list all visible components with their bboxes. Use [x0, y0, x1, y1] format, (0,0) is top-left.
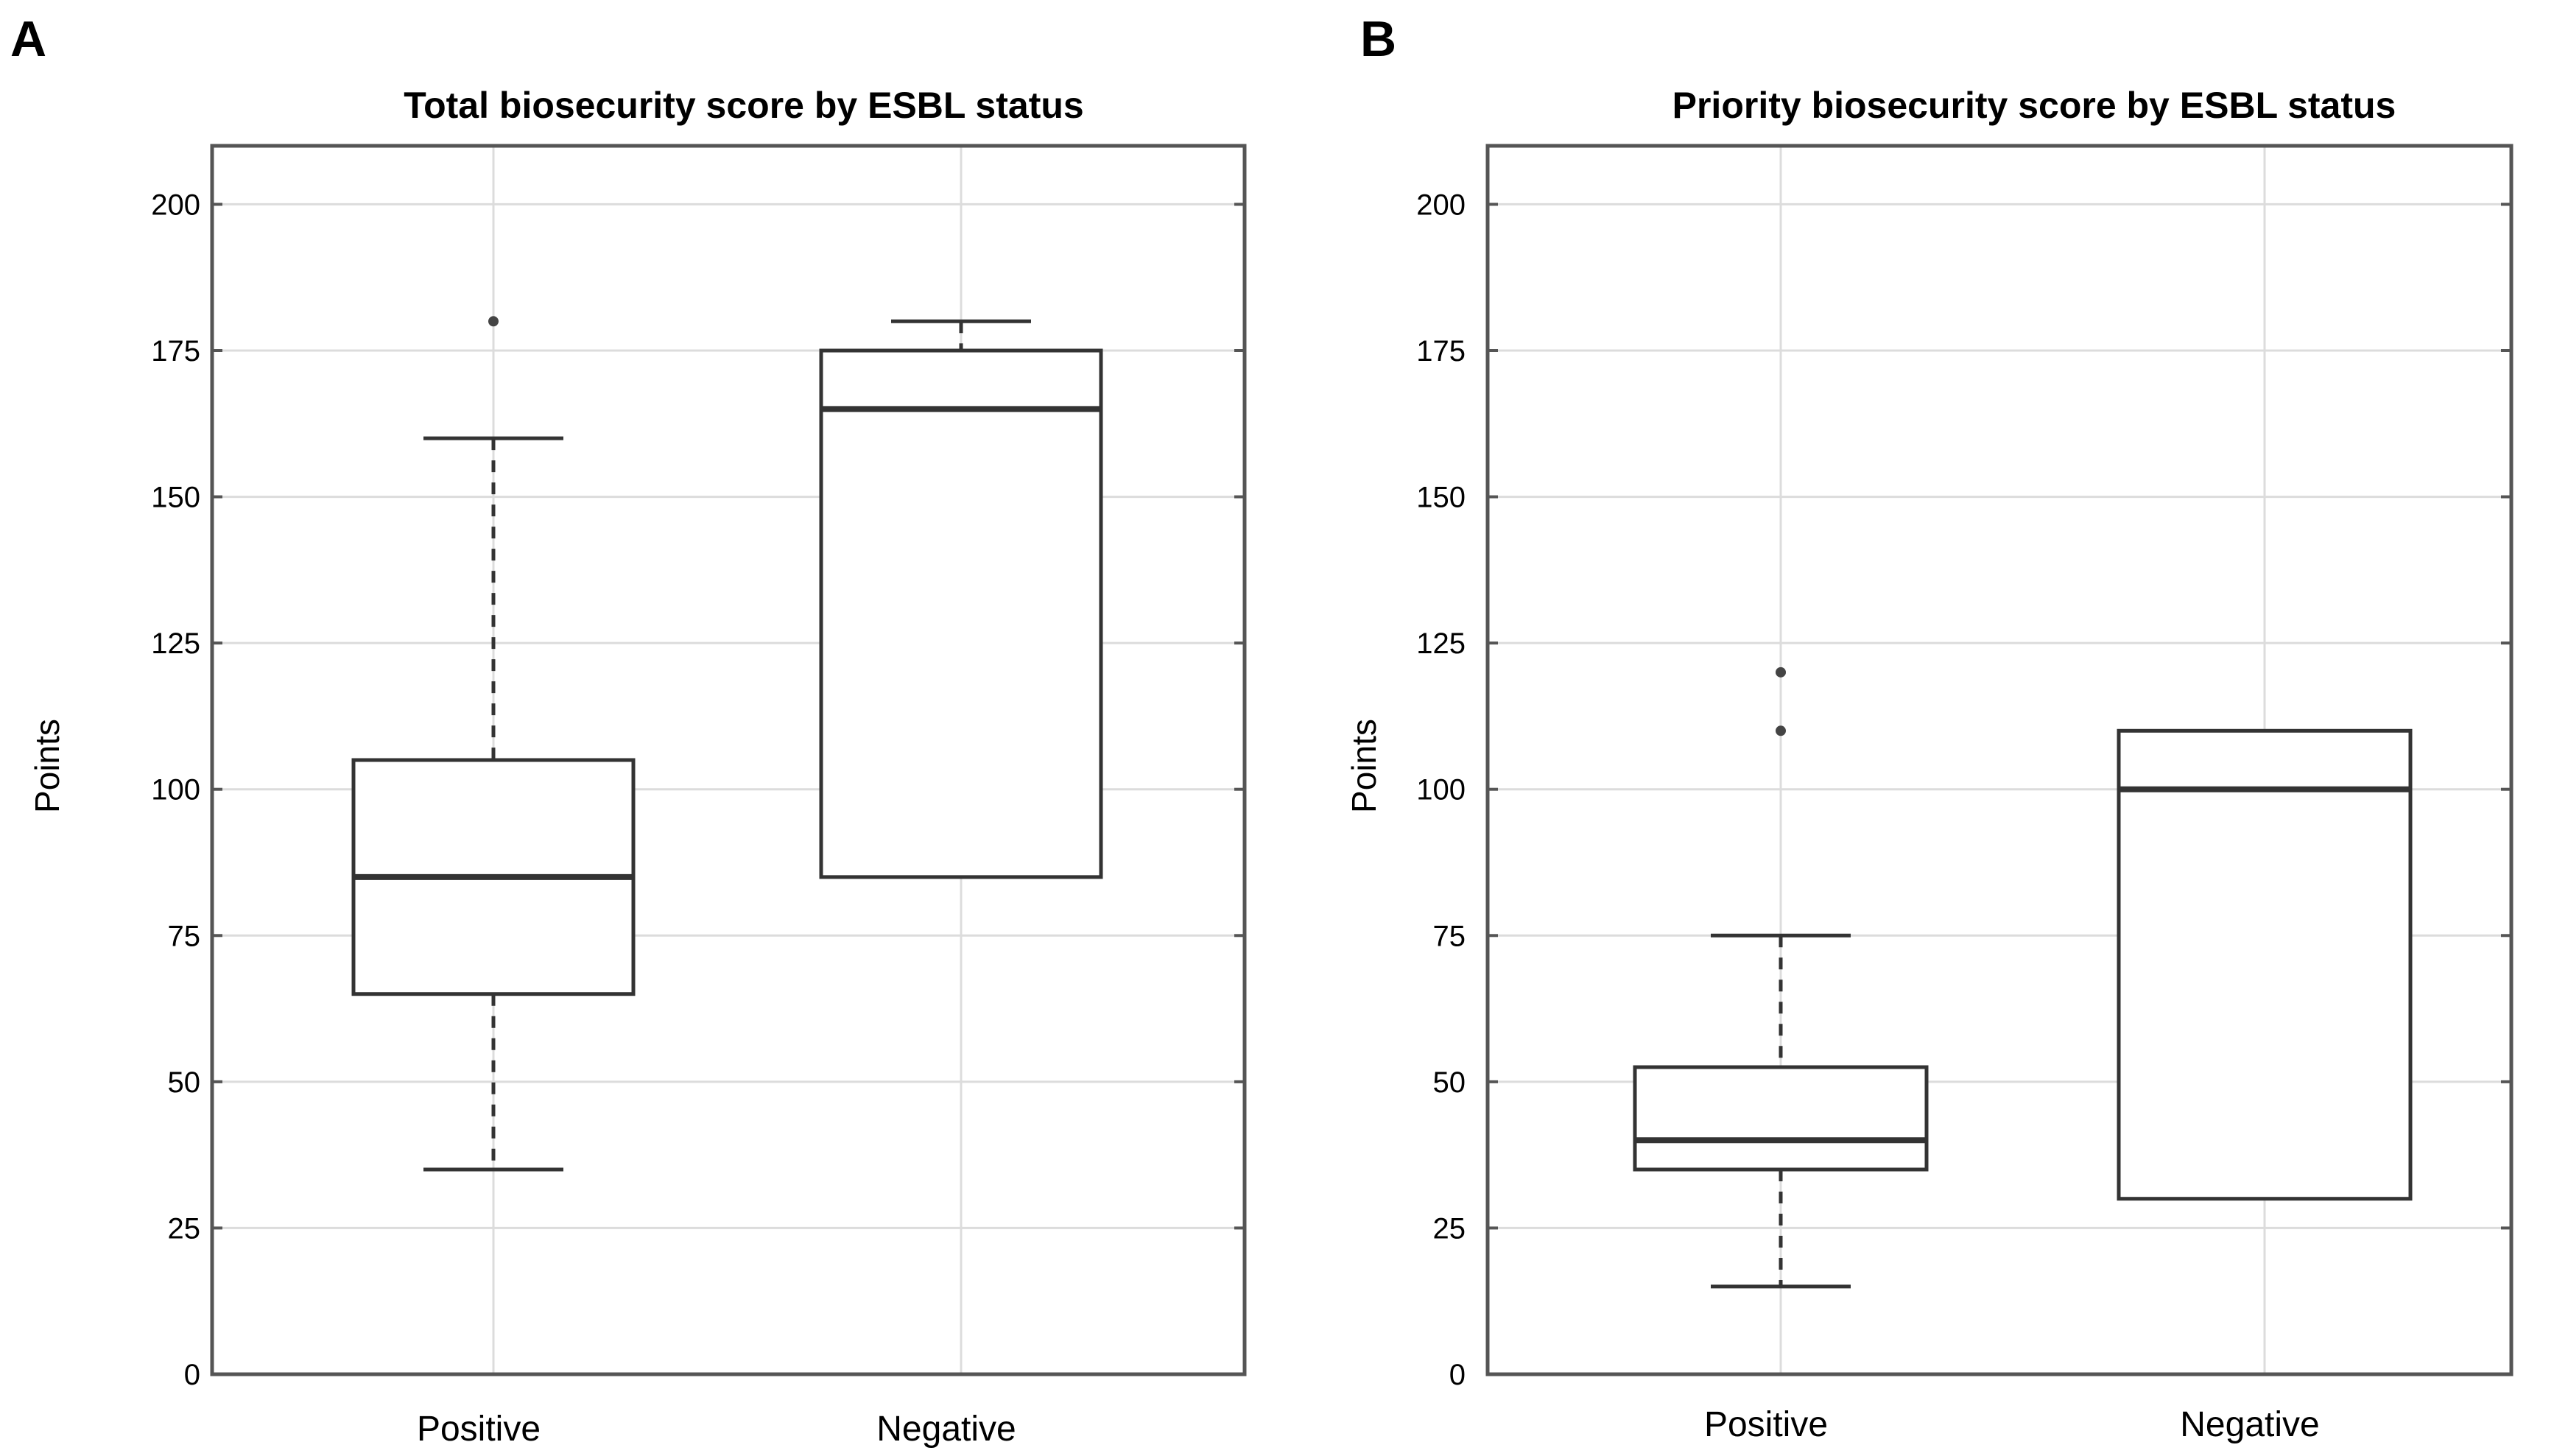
y-tick-label: 175 — [1416, 335, 1466, 367]
y-tick-label: 75 — [1433, 920, 1466, 952]
plot-frame — [1485, 144, 2514, 1376]
panel-label: A — [10, 11, 46, 67]
y-tick-label: 100 — [151, 774, 200, 806]
chart-panel-b: B Priority biosecurity score by ESBL stat… — [1345, 11, 2514, 1444]
y-tick-label: 25 — [1433, 1212, 1466, 1245]
x-category-label: Negative — [2180, 1405, 2319, 1444]
y-tick-label: 50 — [168, 1066, 201, 1099]
panel-label: B — [1360, 11, 1396, 67]
y-tick-label: 75 — [168, 920, 201, 952]
box-negative — [819, 319, 1103, 879]
x-category-label: Positive — [1704, 1405, 1828, 1444]
iqr-box — [1633, 1065, 1929, 1172]
box-positive — [351, 316, 636, 1172]
x-category-label: Positive — [417, 1410, 541, 1449]
outlier-point — [488, 316, 499, 327]
iqr-box — [819, 348, 1103, 879]
y-tick-label: 100 — [1416, 774, 1466, 806]
y-tick-label: 200 — [151, 189, 200, 221]
chart-panel-a: A Total biosecurity score by ESBL status 0… — [10, 11, 1247, 1449]
outlier-point — [1776, 725, 1786, 736]
outlier-point — [1776, 667, 1786, 678]
plot-frame — [210, 144, 1247, 1376]
y-tick-label: 0 — [184, 1359, 200, 1391]
y-axis-label: Points — [28, 719, 66, 813]
box-negative — [2117, 728, 2413, 1201]
y-tick-label: 125 — [151, 627, 200, 660]
y-tick-label: 25 — [168, 1212, 201, 1245]
y-tick-label: 0 — [1449, 1359, 1466, 1391]
iqr-box — [2117, 728, 2413, 1201]
y-axis-label: Points — [1345, 719, 1383, 813]
y-tick-label: 50 — [1433, 1066, 1466, 1099]
chart-title: Total biosecurity score by ESBL status — [404, 85, 1083, 126]
y-tick-label: 175 — [151, 335, 200, 367]
y-tick-label: 125 — [1416, 627, 1466, 660]
y-tick-label: 150 — [1416, 482, 1466, 514]
box-positive — [1633, 667, 1929, 1289]
chart-title: Priority biosecurity score by ESBL statu… — [1672, 85, 2396, 126]
y-tick-label: 200 — [1416, 189, 1466, 221]
y-tick-label: 150 — [151, 482, 200, 514]
x-category-label: Negative — [876, 1410, 1016, 1449]
